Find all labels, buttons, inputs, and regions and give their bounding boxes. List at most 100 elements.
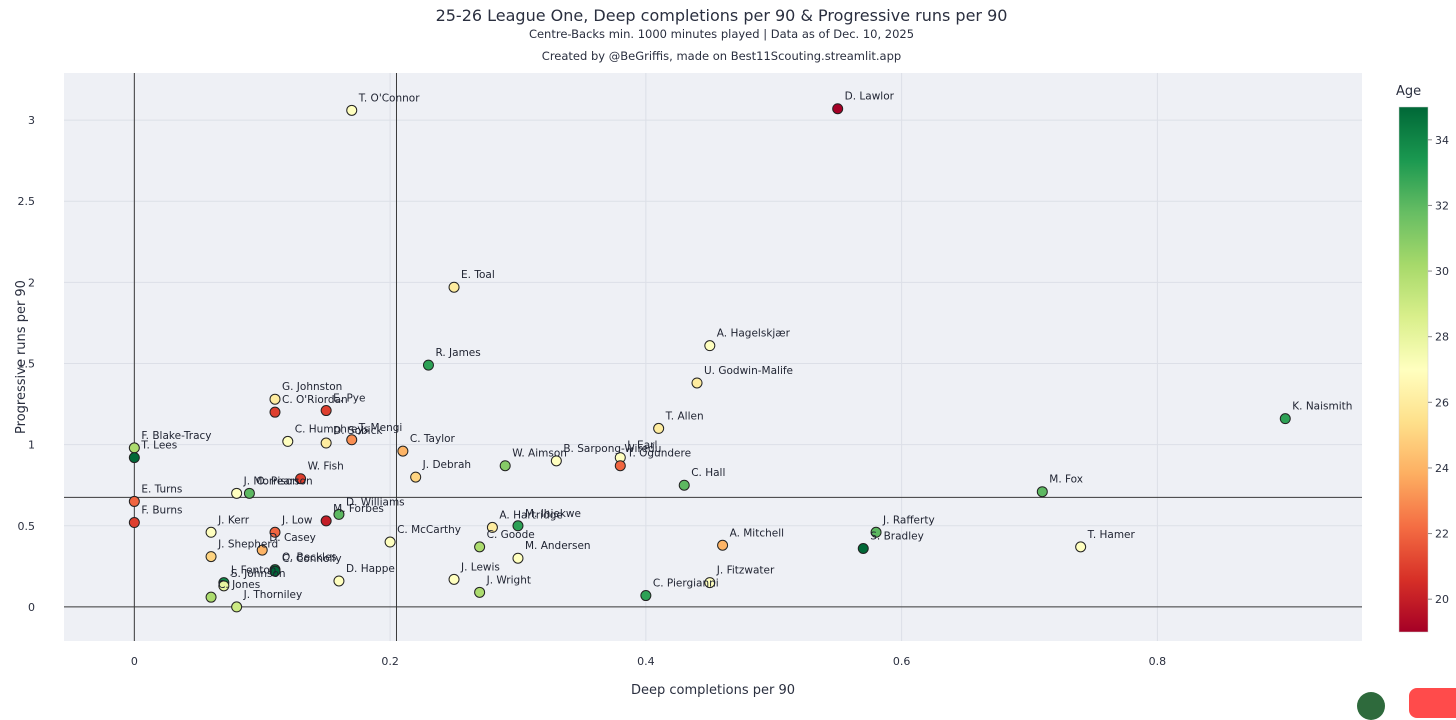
data-point[interactable] — [205, 591, 217, 603]
colorbar-tick-label: 20 — [1435, 593, 1449, 606]
point-label: T. Mengi — [358, 422, 403, 434]
colorbar-tick-label: 22 — [1435, 528, 1449, 541]
data-point[interactable] — [640, 590, 652, 602]
chart-subtitle: Centre-Backs min. 1000 minutes played | … — [528, 27, 915, 41]
point-label: J. Kerr — [217, 514, 250, 526]
point-label: D. Lawlor — [845, 91, 895, 103]
data-point[interactable] — [128, 495, 140, 507]
data-point[interactable] — [422, 359, 434, 371]
data-point[interactable] — [486, 521, 498, 533]
data-point[interactable] — [448, 573, 460, 585]
data-point[interactable] — [691, 377, 703, 389]
point-label: M. Andersen — [525, 540, 591, 552]
data-point[interactable] — [474, 541, 486, 553]
data-point[interactable] — [269, 565, 281, 577]
colorbar-tick-label: 30 — [1435, 265, 1449, 278]
data-point[interactable] — [295, 473, 307, 485]
point-label: J. Earl — [626, 440, 657, 452]
data-point[interactable] — [512, 552, 524, 564]
point-label: T. Hamer — [1087, 529, 1136, 541]
colorbar-tick-label: 28 — [1435, 331, 1449, 344]
point-label: S. Johnson — [231, 568, 286, 580]
y-tick-label: 0.5 — [18, 520, 36, 533]
data-point[interactable] — [231, 601, 243, 613]
point-label: J. Fenton — [230, 565, 277, 577]
data-point[interactable] — [614, 460, 626, 472]
point-label: T. Allen — [665, 410, 704, 422]
point-label: A. Hartridge — [499, 509, 562, 521]
data-point[interactable] — [653, 422, 665, 434]
point-label: D. Casey — [269, 532, 316, 544]
scatter-chart[interactable]: 0 0.2 0.4 0.6 0.8 0 0.5 1 1.5 2 2.5 3 Deep completio… — [0, 0, 1456, 701]
y-tick-label: 0 — [28, 601, 35, 614]
data-point[interactable] — [857, 542, 869, 554]
y-tick-label: 1 — [28, 439, 35, 452]
data-point[interactable] — [231, 487, 243, 499]
data-point[interactable] — [128, 452, 140, 464]
data-point[interactable] — [678, 479, 690, 491]
data-point[interactable] — [333, 575, 345, 587]
point-label: M. Ihiekwe — [525, 508, 581, 520]
data-point[interactable] — [474, 586, 486, 598]
x-tick-label: 0.6 — [893, 655, 911, 668]
data-point[interactable] — [128, 517, 140, 529]
point-label: O. Beckles — [282, 552, 337, 564]
data-point[interactable] — [704, 340, 716, 352]
point-label: J. Wright — [486, 574, 531, 586]
data-point[interactable] — [1279, 413, 1291, 425]
data-point[interactable] — [282, 435, 294, 447]
point-label: D. Sobick — [333, 425, 383, 437]
data-point[interactable] — [1075, 541, 1087, 553]
data-point[interactable] — [870, 526, 882, 538]
point-label: A. Mitchell — [730, 527, 785, 539]
point-label: O. Pearson — [256, 475, 312, 487]
data-point[interactable] — [384, 536, 396, 548]
point-label: T. Lees — [140, 440, 177, 452]
point-label: C. O'Riordan — [282, 394, 348, 406]
colorbar-tick-label: 24 — [1435, 462, 1449, 475]
point-label: E. Pye — [333, 393, 365, 405]
chart-credit: Created by @BeGriffis, made on Best11Sco… — [541, 49, 902, 63]
data-point[interactable] — [717, 539, 729, 551]
avatar[interactable] — [1357, 692, 1385, 720]
colorbar-tick-label: 34 — [1435, 134, 1449, 147]
point-label: F. Blake-Tracy — [141, 430, 211, 442]
data-point[interactable] — [269, 393, 281, 405]
data-point[interactable] — [448, 281, 460, 293]
data-point[interactable] — [512, 520, 524, 532]
data-point[interactable] — [320, 515, 332, 527]
data-point[interactable] — [218, 580, 230, 592]
data-point[interactable] — [320, 405, 332, 417]
data-point[interactable] — [499, 460, 511, 472]
action-button[interactable] — [1409, 688, 1456, 718]
point-label: J. Shepherd — [217, 539, 278, 551]
point-label: C. Connolly — [282, 553, 342, 565]
data-point[interactable] — [550, 455, 562, 467]
point-label: F. Burns — [141, 505, 182, 517]
data-point[interactable] — [205, 526, 217, 538]
point-label: C. Hall — [691, 467, 725, 479]
point-label: C. Taylor — [410, 433, 456, 445]
data-point[interactable] — [832, 103, 844, 115]
data-point[interactable] — [704, 577, 716, 589]
point-label: J. Thorniley — [243, 589, 303, 601]
data-point[interactable] — [1036, 486, 1048, 498]
point-label: J. Fitzwater — [716, 565, 775, 577]
data-point[interactable] — [256, 544, 268, 556]
point-label: T. O'Connor — [358, 92, 420, 104]
data-point[interactable] — [269, 406, 281, 418]
data-point[interactable] — [269, 526, 281, 538]
data-point[interactable] — [346, 434, 358, 446]
x-tick-label: 0.2 — [381, 655, 399, 668]
data-point[interactable] — [205, 551, 217, 563]
data-point[interactable] — [346, 104, 358, 116]
x-tick-label: 0.4 — [637, 655, 655, 668]
data-point[interactable] — [333, 508, 345, 520]
data-point[interactable] — [410, 471, 422, 483]
data-point[interactable] — [397, 445, 409, 457]
data-point[interactable] — [320, 437, 332, 449]
point-label: T. Ogundere — [626, 448, 691, 460]
data-point[interactable] — [243, 487, 255, 499]
point-label: W. Aimson — [512, 448, 567, 460]
data-point[interactable] — [128, 442, 140, 454]
